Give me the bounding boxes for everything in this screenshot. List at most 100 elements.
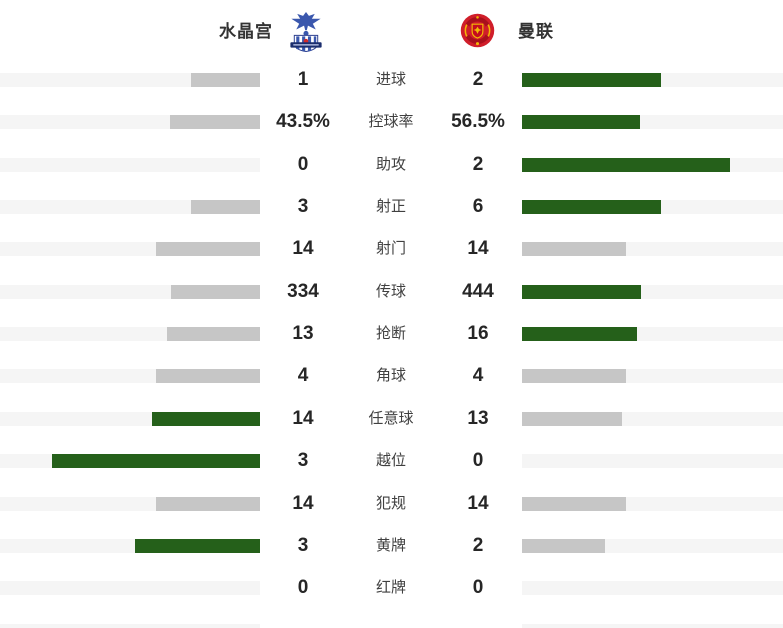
- stat-label: 角球: [375, 367, 406, 384]
- home-bar-track: [0, 242, 260, 256]
- stat-row-shots-on-target: 3 射正 6: [0, 196, 783, 217]
- stat-row-offside: 3 越位 0: [0, 450, 783, 471]
- away-stat-value: 16: [467, 323, 489, 344]
- away-stat-value: 0: [472, 450, 484, 471]
- stat-label: 传球: [375, 283, 406, 300]
- away-stat-value: 4: [472, 365, 484, 386]
- home-stat-value: 334: [287, 281, 319, 302]
- away-bar-track: [522, 115, 783, 129]
- stat-label: 越位: [375, 452, 406, 469]
- away-stat-value: 0: [472, 577, 484, 598]
- home-stat-value: 4: [297, 365, 309, 386]
- crystal-palace-crest-icon: [290, 11, 322, 52]
- stat-label: 抢断: [375, 325, 406, 342]
- home-bar-track: [0, 539, 260, 553]
- home-bar-fill: [156, 497, 260, 511]
- stat-label: 进球: [375, 71, 406, 88]
- away-bar-track: [522, 327, 783, 341]
- away-bar-track: [522, 581, 783, 595]
- away-bar-fill: [522, 115, 640, 129]
- home-team-name: 水晶宫: [219, 22, 273, 41]
- home-bar-track: [0, 454, 260, 468]
- away-bar-fill: [522, 327, 637, 341]
- home-bar-fill: [156, 369, 260, 383]
- home-bar-track: [0, 581, 260, 595]
- away-stat-value: 13: [467, 408, 489, 429]
- home-bar-track: [0, 158, 260, 172]
- stat-label: 控球率: [368, 113, 414, 130]
- home-bar-fill: [171, 285, 260, 299]
- home-stat-value: 0: [297, 577, 309, 598]
- away-bar-track: [522, 285, 783, 299]
- home-bar-fill: [170, 115, 260, 129]
- home-stat-value: 14: [292, 493, 314, 514]
- stat-row-yellow-cards: 3 黄牌 2: [0, 535, 783, 556]
- away-bar-track: [522, 73, 783, 87]
- away-stat-value: 14: [467, 493, 489, 514]
- away-bar-fill: [522, 497, 626, 511]
- home-bar-track: [0, 73, 260, 87]
- home-stat-value: 1: [297, 69, 309, 90]
- stat-label: 射正: [375, 198, 406, 215]
- home-bar-fill: [167, 327, 260, 341]
- away-bar-fill: [522, 369, 626, 383]
- home-bar-fill: [191, 73, 260, 87]
- home-stat-value: 3: [297, 535, 309, 556]
- bottom-track-peek-right: [522, 624, 783, 628]
- home-stat-value: 3: [297, 196, 309, 217]
- stat-label: 犯规: [375, 495, 406, 512]
- away-stat-value: 444: [462, 281, 494, 302]
- stat-row-tackles: 13 抢断 16: [0, 323, 783, 344]
- stat-label: 红牌: [375, 579, 406, 596]
- away-bar-track: [522, 454, 783, 468]
- home-bar-track: [0, 369, 260, 383]
- manchester-united-crest-icon: [460, 13, 495, 48]
- stat-row-passes: 334 传球 444: [0, 281, 783, 302]
- stat-label: 助攻: [375, 156, 406, 173]
- away-stat-value: 14: [467, 238, 489, 259]
- home-stat-value: 14: [292, 238, 314, 259]
- home-bar-fill: [152, 412, 260, 426]
- home-stat-value: 0: [297, 154, 309, 175]
- away-bar-track: [522, 497, 783, 511]
- home-stat-value: 43.5%: [276, 111, 330, 132]
- away-bar-track: [522, 369, 783, 383]
- away-bar-fill: [522, 242, 626, 256]
- home-bar-track: [0, 200, 260, 214]
- stat-row-goals: 1 进球 2: [0, 69, 783, 90]
- away-bar-fill: [522, 539, 605, 553]
- away-team-name: 曼联: [518, 22, 554, 41]
- away-stat-value: 2: [472, 154, 484, 175]
- away-bar-track: [522, 412, 783, 426]
- home-bar-track: [0, 327, 260, 341]
- bottom-track-peek-left: [0, 624, 260, 628]
- away-bar-track: [522, 539, 783, 553]
- home-bar-fill: [191, 200, 260, 214]
- away-bar-fill: [522, 412, 622, 426]
- stat-row-free-kicks: 14 任意球 13: [0, 408, 783, 429]
- away-bar-fill: [522, 285, 641, 299]
- away-stat-value: 2: [472, 69, 484, 90]
- away-stat-value: 2: [472, 535, 484, 556]
- home-stat-value: 14: [292, 408, 314, 429]
- away-bar-track: [522, 200, 783, 214]
- away-bar-track: [522, 158, 783, 172]
- home-bar-fill: [156, 242, 260, 256]
- home-bar-fill: [52, 454, 260, 468]
- home-stat-value: 3: [297, 450, 309, 471]
- stat-label: 射门: [375, 240, 406, 257]
- away-stat-value: 56.5%: [451, 111, 505, 132]
- away-bar-fill: [522, 200, 661, 214]
- home-bar-track: [0, 115, 260, 129]
- stat-label: 任意球: [368, 410, 414, 427]
- away-bar-fill: [522, 73, 661, 87]
- stat-label: 黄牌: [375, 537, 406, 554]
- home-stat-value: 13: [292, 323, 314, 344]
- away-stat-value: 6: [472, 196, 484, 217]
- stat-row-corners: 4 角球 4: [0, 365, 783, 386]
- away-bar-track: [522, 242, 783, 256]
- stat-row-red-cards: 0 红牌 0: [0, 577, 783, 598]
- stat-row-possession: 43.5% 控球率 56.5%: [0, 111, 783, 132]
- stat-row-assists: 0 助攻 2: [0, 154, 783, 175]
